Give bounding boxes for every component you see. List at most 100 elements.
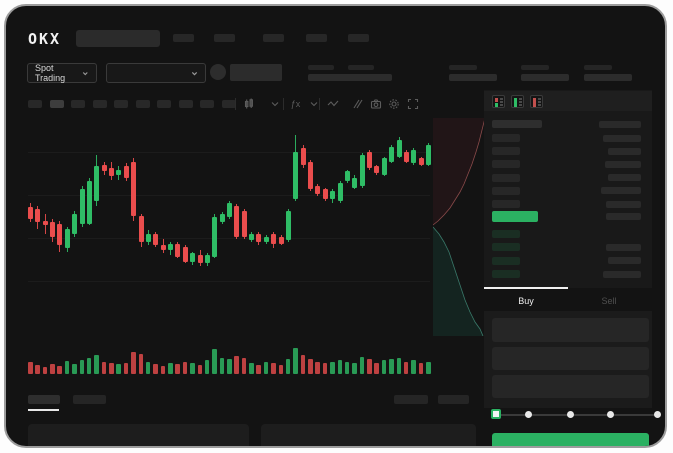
ask-row[interactable] — [484, 158, 652, 170]
bottom-tab-1[interactable] — [28, 395, 60, 404]
volume-bar — [131, 351, 136, 374]
volume-bar — [359, 356, 365, 374]
volume-bar — [42, 366, 48, 374]
amount-slider[interactable] — [496, 414, 657, 416]
pair-dropdown[interactable] — [106, 63, 206, 83]
chevron-down-icon[interactable] — [307, 97, 320, 110]
amount-bar — [606, 200, 641, 208]
total-field[interactable] — [492, 375, 649, 398]
volume-bar — [123, 362, 129, 374]
ask-row[interactable] — [484, 185, 652, 197]
stat-label-2 — [348, 65, 374, 70]
timeframe-button-5[interactable] — [114, 100, 128, 108]
stat-value-4 — [521, 74, 569, 81]
last-price-row[interactable] — [484, 210, 652, 223]
orderbook-header-row[interactable] — [484, 118, 652, 130]
price-field[interactable] — [492, 318, 649, 342]
bid-row[interactable] — [484, 255, 652, 267]
buy-submit-button[interactable] — [492, 433, 649, 446]
okx-logo[interactable]: OKX — [28, 30, 62, 48]
timeframe-button-6[interactable] — [135, 100, 150, 108]
tab-sell[interactable]: Sell — [601, 296, 617, 306]
ask-row[interactable] — [484, 132, 652, 144]
bottom-tab-2[interactable] — [73, 395, 106, 404]
timeframe-button-3[interactable] — [71, 100, 85, 108]
slider-stop-3[interactable] — [607, 411, 614, 418]
timeframe-button-4[interactable] — [92, 100, 107, 108]
app-window: OKX Spot Trading ƒx — [4, 4, 667, 448]
fullscreen-icon[interactable] — [406, 97, 419, 110]
chevron-down-icon — [191, 71, 198, 76]
stat-value-1 — [308, 74, 352, 81]
nav-item-2[interactable] — [214, 34, 235, 42]
tab-buy[interactable]: Buy — [518, 296, 534, 306]
volume-bar — [293, 348, 298, 374]
price-bar — [492, 134, 520, 142]
stat-label-1 — [308, 65, 334, 70]
price-bar — [492, 186, 520, 195]
slider-handle[interactable] — [491, 409, 501, 419]
volume-bar — [308, 359, 313, 374]
ask-row[interactable] — [484, 145, 652, 157]
slider-stop-4[interactable] — [654, 411, 661, 418]
volume-bar — [263, 362, 269, 374]
volume-bar — [396, 358, 402, 374]
bid-row[interactable] — [484, 241, 652, 253]
volume-bar — [204, 360, 210, 374]
volume-bar — [64, 361, 70, 374]
timeframe-button-9[interactable] — [200, 100, 214, 108]
nav-item-1[interactable] — [173, 34, 194, 42]
volume-bar — [145, 361, 151, 374]
volume-bar — [330, 362, 335, 374]
volume-bar — [285, 358, 291, 374]
volume-bar — [367, 359, 372, 374]
indicator-fx-icon[interactable]: ƒx — [290, 98, 301, 109]
volume-bar — [35, 364, 40, 374]
market-type-dropdown[interactable]: Spot Trading — [27, 63, 97, 83]
timeframe-button-8[interactable] — [178, 100, 193, 108]
book-asks-icon[interactable] — [530, 95, 543, 108]
nav-item-3[interactable] — [263, 34, 284, 42]
bid-row[interactable] — [484, 228, 652, 240]
ask-row[interactable] — [484, 172, 652, 184]
volume-bar — [57, 365, 62, 374]
bid-row[interactable] — [484, 268, 652, 280]
book-combined-icon[interactable] — [492, 95, 505, 108]
settings-gear-icon[interactable] — [387, 97, 400, 110]
nav-item-4[interactable] — [306, 34, 327, 42]
depth-chart — [433, 118, 486, 336]
timeframe-button-1[interactable] — [28, 100, 42, 108]
volume-bar — [344, 362, 350, 374]
amount-bar — [603, 134, 641, 142]
slider-stop-1[interactable] — [525, 411, 532, 418]
orderbook-toolbar — [484, 91, 652, 111]
compare-icon[interactable] — [350, 97, 363, 110]
bottom-action-2[interactable] — [438, 395, 469, 404]
volume-bar — [182, 361, 188, 374]
volume-bar — [219, 357, 225, 374]
candle-style-icon[interactable] — [242, 97, 255, 110]
timeframe-button-2[interactable] — [49, 100, 64, 108]
book-bids-icon[interactable] — [511, 95, 524, 108]
timeframe-button-10[interactable] — [221, 100, 236, 108]
amount-field[interactable] — [492, 347, 649, 370]
amount-bar — [608, 257, 641, 265]
stat-label-3 — [449, 65, 477, 70]
last-price-placeholder — [230, 64, 282, 81]
volume-bar — [249, 363, 254, 374]
ask-row[interactable] — [484, 198, 652, 210]
line-chart-icon[interactable] — [326, 97, 339, 110]
price-bar — [492, 160, 520, 169]
camera-icon[interactable] — [369, 97, 382, 110]
bottom-action-1[interactable] — [394, 395, 428, 404]
volume-bar — [403, 362, 409, 374]
price-bar — [492, 173, 520, 182]
chevron-down-icon[interactable] — [268, 97, 281, 110]
volume-bar — [212, 349, 217, 374]
price-bar — [492, 200, 520, 208]
search-placeholder[interactable] — [76, 30, 160, 47]
volume-bar — [315, 362, 320, 374]
slider-stop-2[interactable] — [567, 411, 574, 418]
timeframe-button-7[interactable] — [157, 100, 171, 108]
nav-item-5[interactable] — [348, 34, 369, 42]
